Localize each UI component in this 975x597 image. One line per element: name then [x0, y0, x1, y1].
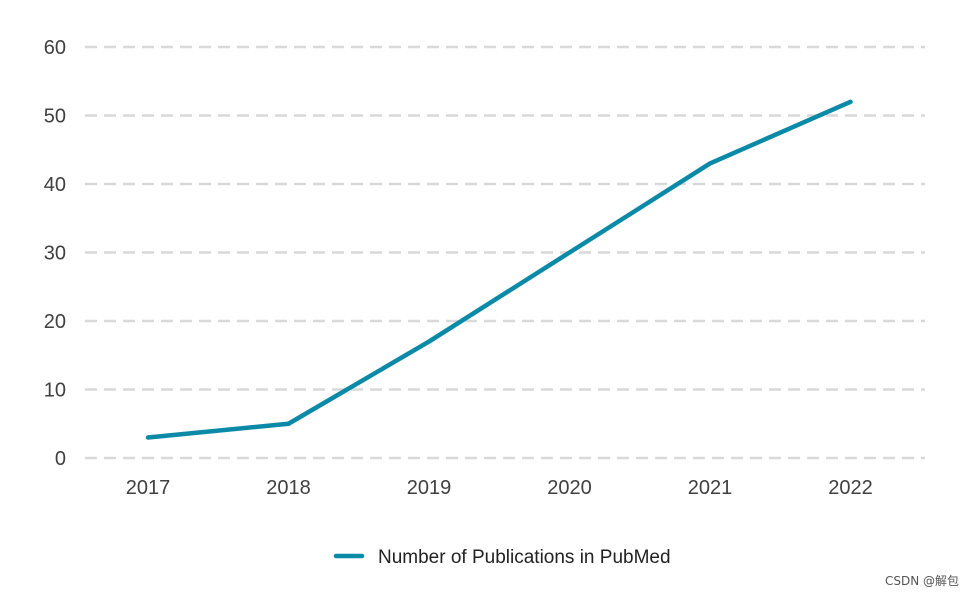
y-tick-label: 40 — [44, 174, 66, 196]
x-tick-label: 2020 — [547, 477, 592, 499]
y-axis: 0 10 20 30 40 50 60 — [44, 37, 66, 470]
watermark: CSDN @解包 — [884, 574, 959, 588]
y-tick-label: 60 — [44, 37, 66, 59]
x-axis: 2017 2018 2019 2020 2021 2022 — [126, 477, 873, 499]
y-tick-label: 20 — [44, 311, 66, 333]
y-tick-label: 10 — [44, 380, 66, 402]
y-tick-label: 50 — [44, 106, 66, 128]
x-tick-label: 2017 — [126, 477, 171, 499]
y-tick-label: 0 — [55, 448, 66, 470]
x-tick-label: 2021 — [688, 477, 733, 499]
series-line — [145, 99, 853, 440]
series-group — [145, 99, 853, 440]
legend: Number of Publications in PubMed — [333, 547, 671, 568]
legend-label: Number of Publications in PubMed — [378, 547, 671, 568]
grid-lines — [85, 45, 925, 460]
x-tick-label: 2018 — [266, 477, 311, 499]
x-tick-label: 2019 — [407, 477, 452, 499]
y-tick-label: 30 — [44, 243, 66, 265]
x-tick-label: 2022 — [828, 477, 873, 499]
